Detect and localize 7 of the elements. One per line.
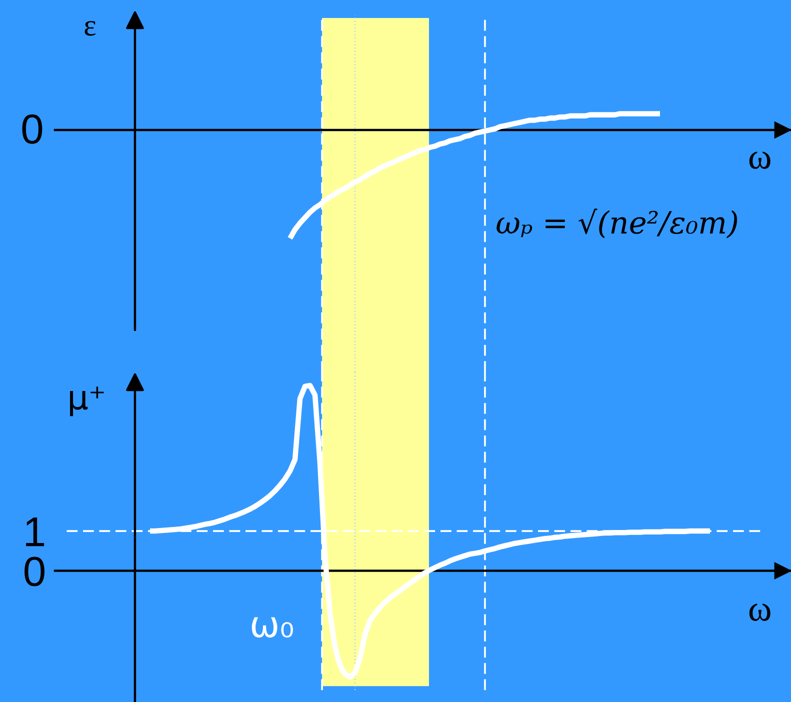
y-axis-title: ε — [84, 21, 96, 36]
annotation: ωₚ = √(ne²/ε₀m) — [496, 208, 738, 238]
y-tick-label: 1 — [26, 517, 44, 546]
x-axis-title: ω — [749, 604, 770, 621]
x-axis-title: ω — [749, 152, 770, 169]
annotation: ω₀ — [252, 617, 293, 638]
y-axis-title: μ⁺ — [70, 386, 104, 416]
